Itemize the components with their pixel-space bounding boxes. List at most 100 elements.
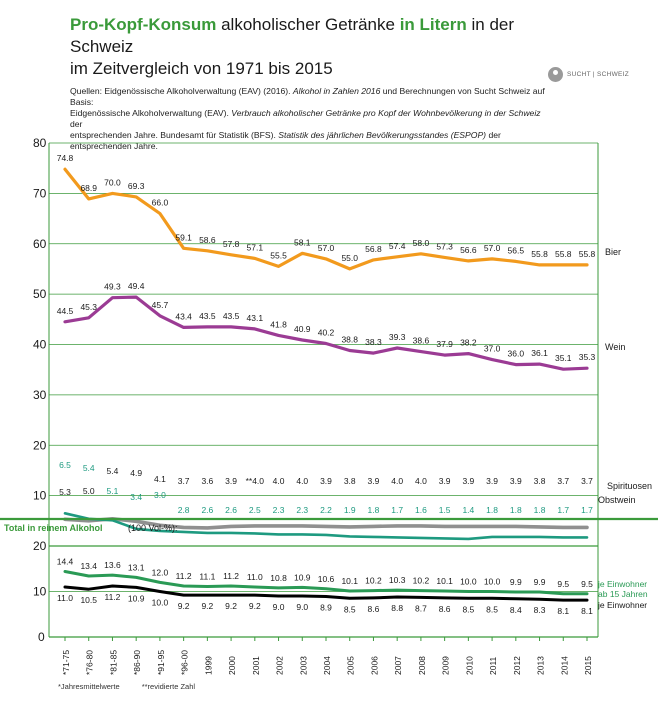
data-label-total15: 9.5 [581, 579, 593, 589]
x-tick-label: 2009 [441, 656, 451, 675]
x-tick-label: 2000 [227, 656, 237, 675]
legend-wein: Wein [605, 342, 625, 352]
data-label-spirituosen: 3.7 [178, 476, 190, 486]
data-label-bier: 57.0 [484, 243, 501, 253]
data-label-total_all: 9.2 [225, 601, 237, 611]
y-tick-label: 40 [33, 338, 47, 352]
data-label-spirituosen: 3.8 [534, 476, 546, 486]
data-label-obstwein: 1.6 [415, 505, 427, 515]
data-label-spirituosen: 4.0 [273, 476, 285, 486]
data-label-spirituosen: 3.8 [344, 476, 356, 486]
x-tick-label: *71-75 [61, 650, 71, 675]
data-label-wein: 43.1 [247, 313, 264, 323]
data-label-bier: 68.9 [80, 183, 97, 193]
data-label-spirituosen: 4.0 [296, 476, 308, 486]
data-label-obstwein: 1.7 [581, 505, 593, 515]
legend-total15-line2: ab 15 Jahren [598, 589, 648, 599]
data-label-bier: 55.8 [555, 249, 572, 259]
data-label-spirituosen: 3.7 [557, 476, 569, 486]
data-label-total15: 10.2 [365, 576, 382, 586]
x-tick-label: *81-85 [108, 650, 118, 675]
data-label-total_all: 9.2 [178, 601, 190, 611]
data-label-wein: 36.0 [508, 349, 525, 359]
x-tick-label: 2010 [464, 656, 474, 675]
x-tick-label: 2001 [251, 656, 261, 675]
total-title: Total in reinem Alkohol [4, 523, 103, 533]
data-label-obstwein: 2.3 [296, 505, 308, 515]
data-label-total_all: 8.1 [557, 606, 569, 616]
data-label-bier: 69.3 [128, 181, 145, 191]
data-label-obstwein: 1.9 [344, 505, 356, 515]
data-label-total_all: 11.0 [57, 593, 73, 603]
data-label-spirituosen: 4.0 [391, 476, 403, 486]
footnote-revised: **revidierte Zahl [141, 682, 196, 691]
data-label-bier: 66.0 [152, 198, 169, 208]
data-label-total15: 9.9 [534, 577, 546, 587]
data-label-wein: 44.5 [57, 306, 74, 316]
data-label-bier: 57.1 [247, 242, 264, 252]
source-text: Eidgenössische Alkoholverwaltung (EAV). [70, 108, 232, 118]
x-tick-label: 2008 [417, 656, 427, 675]
data-label-total15: 10.8 [270, 573, 287, 583]
data-label-bier: 59.1 [175, 232, 192, 242]
x-tick-label: 2015 [583, 656, 593, 675]
data-label-obstwein: 2.2 [320, 505, 332, 515]
data-label-bier: 56.6 [460, 245, 477, 255]
title-line2: im Zeitvergleich von 1971 bis 2015 [70, 59, 333, 78]
data-label-obstwein: 1.4 [462, 505, 474, 515]
legend-spirituosen: Spirituosen [607, 481, 652, 491]
y-tick-label-lower: 0 [38, 630, 45, 644]
source-text: Quellen: Eidgenössische Alkoholverwaltun… [70, 86, 293, 96]
data-label-spirituosen: 3.9 [320, 476, 332, 486]
x-tick-label: 2013 [536, 656, 546, 675]
y-tick-label: 60 [33, 237, 47, 251]
data-label-spirituosen: 3.9 [439, 476, 451, 486]
data-label-bier: 55.5 [270, 250, 287, 260]
data-label-spirituosen: 3.6 [201, 476, 213, 486]
title-part3: in Litern [399, 15, 467, 34]
data-label-obstwein: 2.6 [201, 505, 213, 515]
x-tick-label: 2005 [346, 656, 356, 675]
data-label-total15: 10.1 [341, 576, 358, 586]
data-label-total_all: 9.0 [273, 602, 285, 612]
data-label-wein: 40.9 [294, 324, 311, 334]
data-label-obstwein: 1.8 [510, 505, 522, 515]
data-label-bier: 55.0 [341, 253, 358, 263]
y-tick-label: 70 [33, 186, 47, 200]
data-label-total15: 13.6 [104, 560, 121, 570]
data-label-obstwein: 3.4 [130, 492, 142, 502]
data-label-wein: 40.2 [318, 327, 335, 337]
data-label-spirituosen: 3.9 [510, 476, 522, 486]
data-label-wein: 37.9 [436, 339, 453, 349]
data-label-total15: 10.9 [294, 572, 311, 582]
data-label-total_all: 8.5 [486, 604, 498, 614]
data-label-total15: 12.0 [152, 567, 169, 577]
data-label-wein: 38.2 [460, 338, 477, 348]
data-label-total_all: 8.6 [439, 604, 451, 614]
data-label-bier: 74.8 [57, 153, 74, 163]
data-label-obstwein: 1.7 [557, 505, 569, 515]
data-label-spirituosen: 4.1 [154, 474, 166, 484]
data-label-wein: 43.5 [199, 311, 216, 321]
legend-total-all: je Einwohner [597, 600, 647, 610]
data-label-total15: 11.2 [223, 571, 239, 581]
data-label-spirituosen: 4.0 [415, 476, 427, 486]
data-label-obstwein: 1.5 [439, 505, 451, 515]
x-tick-label: *96-00 [180, 650, 190, 675]
data-label-total15: 10.2 [413, 576, 430, 586]
data-label-obstwein: 2.5 [249, 505, 261, 515]
data-label-total15: 11.0 [247, 572, 263, 582]
data-label-spirituosen: 5.0 [83, 486, 95, 496]
y-tick-label-lower: 20 [33, 539, 47, 553]
data-label-total15: 9.9 [510, 577, 522, 587]
source-text: entsprechenden Jahre. Bundesamt für Stat… [70, 130, 279, 140]
data-label-bier: 57.3 [436, 241, 453, 251]
data-label-obstwein: 1.7 [391, 505, 403, 515]
data-label-wein: 35.3 [579, 352, 596, 362]
source-italic: Statistik des jährlichen Bevölkerungssta… [278, 130, 487, 140]
y-tick-label: 30 [33, 388, 47, 402]
data-label-total_all: 10.0 [152, 598, 169, 608]
data-label-total_all: 8.3 [534, 605, 546, 615]
data-label-obstwein: 5.1 [107, 486, 119, 496]
